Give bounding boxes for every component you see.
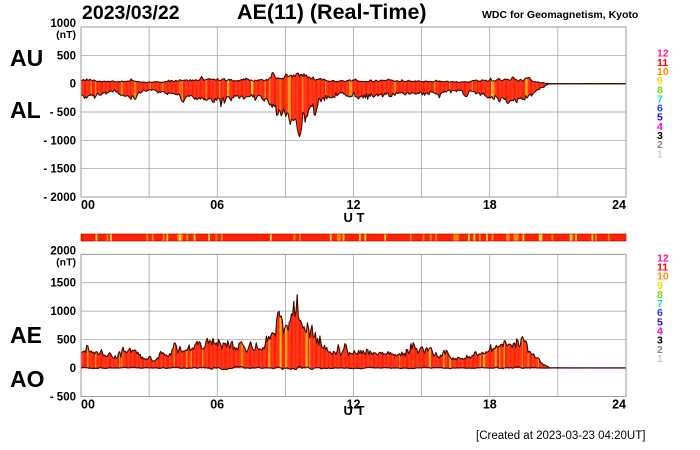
svg-text:(nT): (nT) (56, 256, 76, 268)
svg-text:AU: AU (10, 45, 43, 71)
svg-text:(nT): (nT) (56, 29, 76, 41)
svg-text:2023/03/22: 2023/03/22 (82, 2, 180, 24)
svg-text:[Created at 2023-03-23 04:20UT: [Created at 2023-03-23 04:20UT] (476, 430, 645, 442)
svg-text:0: 0 (70, 79, 76, 91)
svg-text:1: 1 (657, 353, 663, 365)
svg-text:1: 1 (657, 148, 663, 160)
svg-text:500: 500 (57, 335, 76, 347)
svg-text:U T: U T (344, 403, 365, 418)
svg-text:AL: AL (10, 97, 41, 123)
svg-text:U T: U T (344, 210, 365, 225)
svg-text:AE: AE (10, 322, 42, 348)
svg-text:24: 24 (612, 397, 626, 411)
svg-text:0: 0 (70, 363, 76, 375)
svg-text:24: 24 (612, 198, 626, 212)
svg-text:AO: AO (10, 366, 45, 392)
svg-text:1000: 1000 (50, 306, 76, 318)
svg-text:18: 18 (483, 397, 497, 411)
svg-text:06: 06 (210, 198, 224, 212)
svg-text:- 500: - 500 (50, 391, 76, 403)
svg-text:500: 500 (57, 50, 76, 62)
svg-text:18: 18 (483, 198, 497, 212)
svg-text:00: 00 (81, 397, 95, 411)
svg-text:00: 00 (81, 198, 95, 212)
svg-text:- 1500: - 1500 (43, 164, 76, 176)
svg-text:- 500: - 500 (50, 107, 76, 119)
svg-text:AE(11) (Real-Time): AE(11) (Real-Time) (237, 0, 427, 24)
svg-text:06: 06 (210, 397, 224, 411)
svg-text:WDC for Geomagnetism, Kyoto: WDC for Geomagnetism, Kyoto (482, 9, 638, 21)
svg-text:- 2000: - 2000 (43, 192, 76, 204)
svg-text:- 1000: - 1000 (43, 135, 76, 147)
svg-text:1500: 1500 (50, 278, 76, 290)
